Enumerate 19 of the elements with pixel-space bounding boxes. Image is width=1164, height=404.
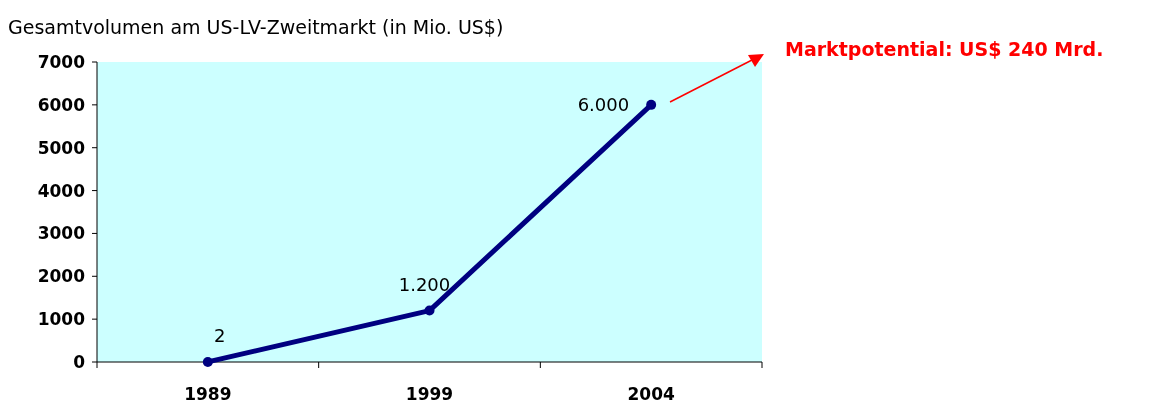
data-label: 2 — [214, 324, 226, 346]
x-tick-label: 1999 — [405, 384, 454, 404]
y-tick-label: 2000 — [37, 266, 86, 287]
data-label: 6.000 — [577, 93, 630, 115]
x-tick-label: 1989 — [184, 384, 232, 404]
y-tick-label: 7000 — [37, 52, 86, 72]
point — [646, 99, 657, 110]
text: Marktpotential: US$ 240 Mrd. — [785, 38, 1104, 60]
y-tick-label: 6000 — [37, 94, 86, 115]
y-tick-label: 3000 — [37, 223, 86, 244]
y-tick-label: 1000 — [37, 309, 86, 330]
y-tick-label: 0 — [73, 352, 86, 372]
y-tick-label: 5000 — [37, 137, 86, 158]
point — [202, 356, 213, 367]
x-tick-label: 2004 — [627, 384, 675, 404]
chart-title: Gesamtvolumen am US-LV-Zweitmarkt (in Mio. US$) — [8, 16, 504, 38]
data-label: 1.200 — [398, 273, 451, 295]
y-tick-label: 4000 — [37, 180, 86, 201]
point — [424, 305, 435, 316]
